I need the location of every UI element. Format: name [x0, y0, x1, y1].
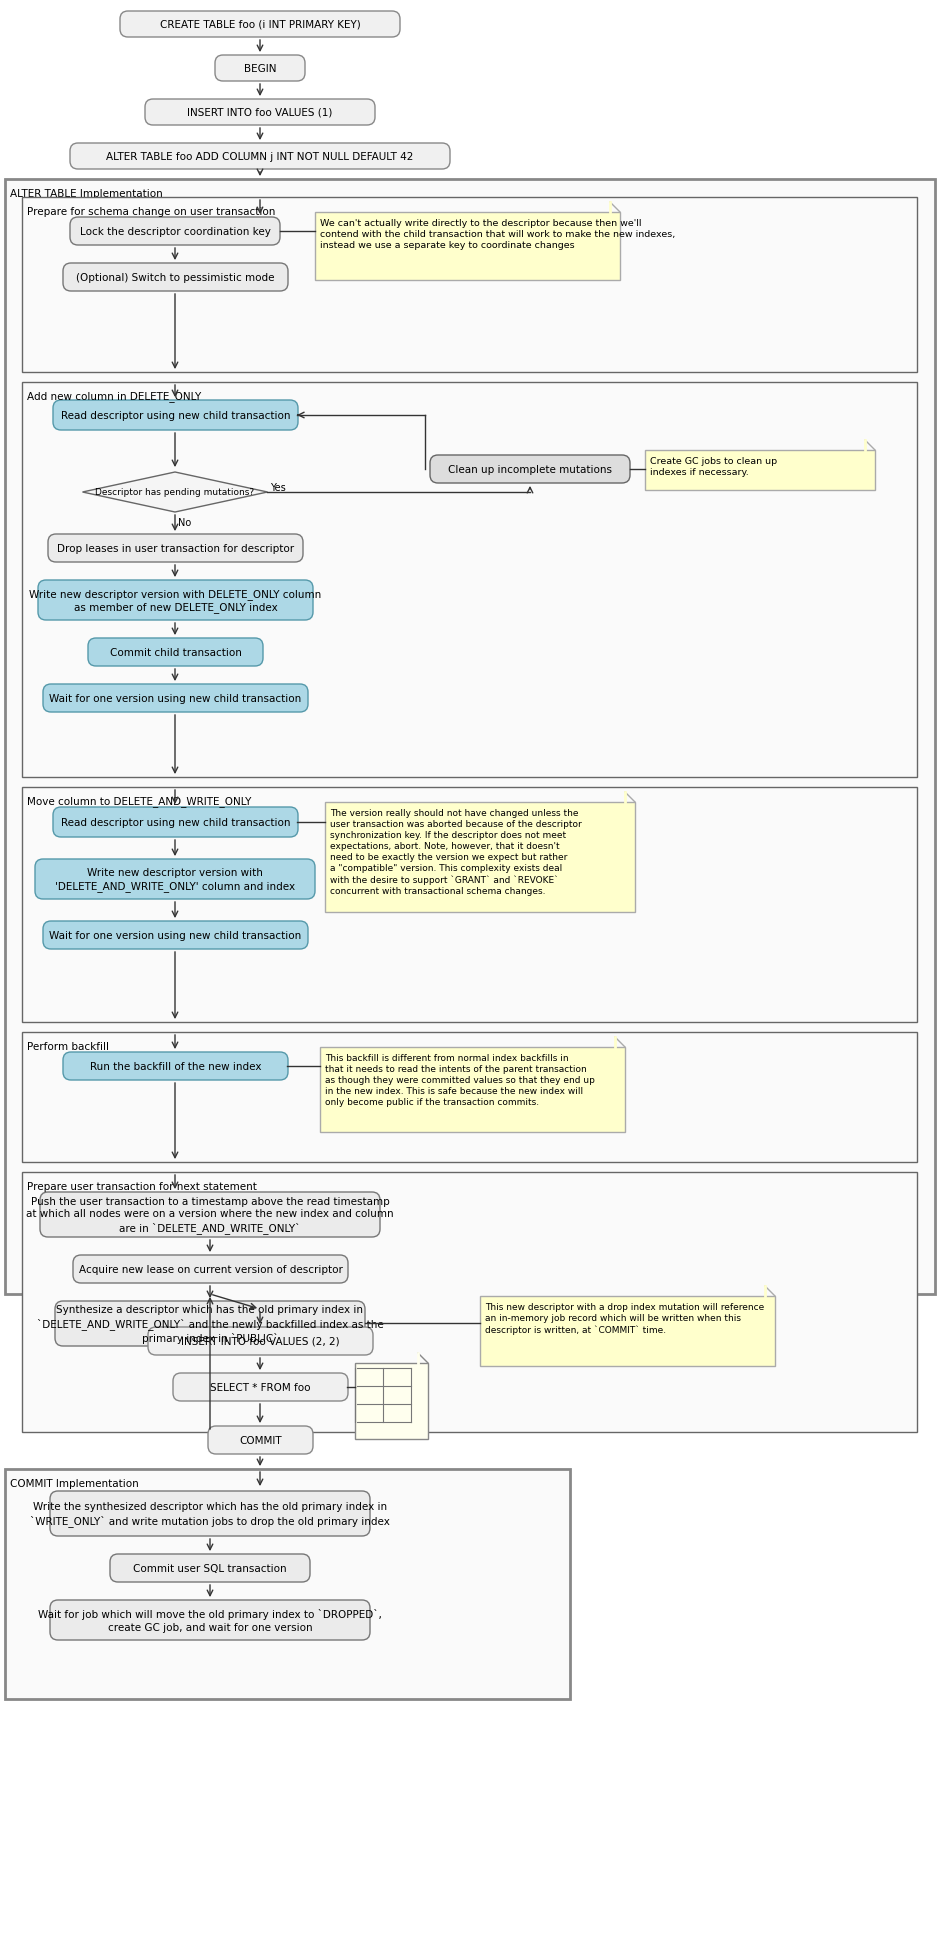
- Text: Drop leases in user transaction for descriptor: Drop leases in user transaction for desc…: [57, 543, 294, 553]
- Text: Prepare user transaction for next statement: Prepare user transaction for next statem…: [27, 1181, 257, 1191]
- Text: INSERT INTO foo VALUES (2, 2): INSERT INTO foo VALUES (2, 2): [182, 1337, 340, 1347]
- Text: The version really should not have changed unless the
user transaction was abort: The version really should not have chang…: [330, 809, 582, 895]
- Text: COMMIT: COMMIT: [239, 1435, 281, 1445]
- Text: INSERT INTO foo VALUES (1): INSERT INTO foo VALUES (1): [187, 108, 333, 117]
- Text: Write the synthesized descriptor which has the old primary index in
`WRITE_ONLY`: Write the synthesized descriptor which h…: [30, 1501, 390, 1527]
- FancyBboxPatch shape: [35, 860, 315, 899]
- Text: Push the user transaction to a timestamp above the read timestamp
at which all n: Push the user transaction to a timestamp…: [26, 1196, 394, 1234]
- Bar: [355, 1363, 428, 1439]
- Text: No: No: [178, 518, 191, 528]
- Text: Commit user SQL transaction: Commit user SQL transaction: [134, 1564, 287, 1574]
- Text: Perform backfill: Perform backfill: [27, 1042, 109, 1052]
- Text: Write new descriptor version with
'DELETE_AND_WRITE_ONLY' column and index: Write new descriptor version with 'DELET…: [55, 868, 295, 891]
- Text: Create GC jobs to clean up
indexes if necessary.: Create GC jobs to clean up indexes if ne…: [650, 457, 777, 477]
- Text: Wait for one version using new child transaction: Wait for one version using new child tra…: [49, 694, 302, 704]
- Text: We can't actually write directly to the descriptor because then we'll
contend wi: We can't actually write directly to the …: [320, 219, 676, 250]
- Bar: [5, 180, 935, 1294]
- Bar: [5, 1470, 570, 1699]
- Text: Read descriptor using new child transaction: Read descriptor using new child transact…: [61, 411, 290, 420]
- FancyBboxPatch shape: [430, 456, 630, 483]
- FancyBboxPatch shape: [120, 12, 400, 37]
- Text: Clean up incomplete mutations: Clean up incomplete mutations: [448, 465, 612, 475]
- FancyBboxPatch shape: [208, 1427, 313, 1455]
- Text: Descriptor has pending mutations?: Descriptor has pending mutations?: [95, 489, 255, 497]
- Text: Yes: Yes: [270, 483, 286, 493]
- FancyBboxPatch shape: [173, 1372, 348, 1402]
- FancyBboxPatch shape: [43, 684, 308, 714]
- Text: COMMIT Implementation: COMMIT Implementation: [10, 1478, 138, 1488]
- Bar: [320, 1048, 625, 1132]
- Text: 2: 2: [393, 1408, 400, 1417]
- Text: Write new descriptor version with DELETE_ONLY column
as member of new DELETE_ONL: Write new descriptor version with DELETE…: [29, 588, 322, 612]
- FancyBboxPatch shape: [70, 217, 280, 246]
- FancyBboxPatch shape: [50, 1492, 370, 1537]
- Bar: [22, 197, 917, 373]
- FancyBboxPatch shape: [63, 1052, 288, 1081]
- Text: CREATE TABLE foo (i INT PRIMARY KEY): CREATE TABLE foo (i INT PRIMARY KEY): [160, 20, 360, 29]
- Text: 1: 1: [366, 1390, 373, 1400]
- FancyBboxPatch shape: [63, 264, 288, 291]
- Text: 2: 2: [366, 1408, 373, 1417]
- Text: Add new column in DELETE_ONLY: Add new column in DELETE_ONLY: [27, 391, 201, 403]
- Bar: [22, 383, 917, 778]
- Text: Synthesize a descriptor which has the old primary index in
`DELETE_AND_WRITE_ONL: Synthesize a descriptor which has the ol…: [37, 1304, 383, 1343]
- FancyBboxPatch shape: [40, 1193, 380, 1238]
- FancyBboxPatch shape: [55, 1302, 365, 1347]
- Bar: [22, 788, 917, 1022]
- FancyBboxPatch shape: [110, 1554, 310, 1582]
- Text: BEGIN: BEGIN: [244, 65, 277, 74]
- FancyBboxPatch shape: [53, 807, 298, 837]
- Bar: [22, 1173, 917, 1433]
- Bar: [325, 804, 635, 913]
- Text: This new descriptor with a drop index mutation will reference
an in-memory job r: This new descriptor with a drop index mu…: [485, 1302, 764, 1333]
- Bar: [22, 1032, 917, 1163]
- Bar: [645, 452, 875, 491]
- Text: Run the backfill of the new index: Run the backfill of the new index: [89, 1062, 262, 1071]
- FancyBboxPatch shape: [50, 1601, 370, 1640]
- FancyBboxPatch shape: [215, 57, 305, 82]
- Text: ALTER TABLE Implementation: ALTER TABLE Implementation: [10, 190, 163, 199]
- Text: SELECT * FROM foo: SELECT * FROM foo: [210, 1382, 311, 1392]
- Text: (Optional) Switch to pessimistic mode: (Optional) Switch to pessimistic mode: [76, 274, 275, 283]
- FancyBboxPatch shape: [43, 921, 308, 950]
- Bar: [480, 1296, 775, 1367]
- FancyBboxPatch shape: [70, 145, 450, 170]
- FancyBboxPatch shape: [53, 401, 298, 430]
- Text: ALTER TABLE foo ADD COLUMN j INT NOT NULL DEFAULT 42: ALTER TABLE foo ADD COLUMN j INT NOT NUL…: [106, 152, 414, 162]
- Text: Lock the descriptor coordination key: Lock the descriptor coordination key: [80, 227, 270, 237]
- Text: Move column to DELETE_AND_WRITE_ONLY: Move column to DELETE_AND_WRITE_ONLY: [27, 796, 251, 807]
- FancyBboxPatch shape: [48, 536, 303, 563]
- Text: Wait for job which will move the old primary index to `DROPPED`,
create GC job, : Wait for job which will move the old pri…: [38, 1609, 382, 1632]
- Text: This backfill is different from normal index backfills in
that it needs to read : This backfill is different from normal i…: [325, 1054, 595, 1107]
- FancyBboxPatch shape: [38, 581, 313, 620]
- Text: i: i: [368, 1372, 371, 1382]
- Text: Prepare for schema change on user transaction: Prepare for schema change on user transa…: [27, 207, 276, 217]
- FancyBboxPatch shape: [88, 639, 263, 667]
- FancyBboxPatch shape: [145, 100, 375, 125]
- Text: j: j: [395, 1372, 398, 1382]
- Bar: [315, 213, 620, 282]
- Text: Commit child transaction: Commit child transaction: [109, 647, 242, 657]
- Text: Read descriptor using new child transaction: Read descriptor using new child transact…: [61, 817, 290, 827]
- FancyBboxPatch shape: [148, 1327, 373, 1355]
- Text: Acquire new lease on current version of descriptor: Acquire new lease on current version of …: [78, 1265, 343, 1275]
- Text: 42: 42: [391, 1390, 404, 1400]
- Text: Wait for one version using new child transaction: Wait for one version using new child tra…: [49, 931, 302, 940]
- Polygon shape: [83, 473, 267, 512]
- FancyBboxPatch shape: [73, 1255, 348, 1282]
